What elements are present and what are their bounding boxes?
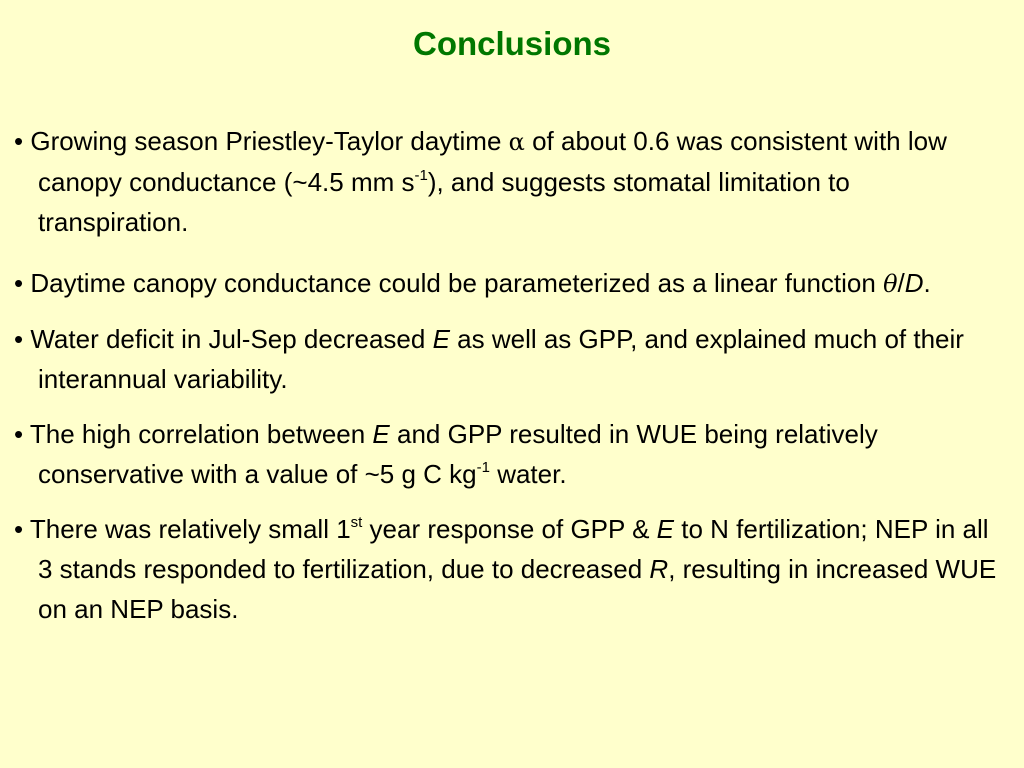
bullet-marker: • <box>14 324 24 354</box>
variable-d: D <box>904 268 924 298</box>
text: Growing season Priestley-Taylor daytime <box>30 126 509 156</box>
theta-symbol: θ <box>883 270 898 298</box>
alpha-symbol: α <box>508 128 525 156</box>
bullet-marker: • <box>14 268 24 298</box>
text: The high correlation between <box>29 419 373 449</box>
bullet-marker: • <box>14 126 24 156</box>
bullet-canopy-conductance: • Daytime canopy conductance could be pa… <box>14 263 1004 304</box>
text: . <box>923 268 931 298</box>
conclusions-list: • Growing season Priestley-Taylor daytim… <box>14 121 1004 629</box>
text: as well as GPP, and explained much of th… <box>38 324 964 394</box>
text: of about 0.6 was consistent with low can… <box>38 126 947 197</box>
bullet-priestley-taylor: • Growing season Priestley-Taylor daytim… <box>14 121 1004 242</box>
text: Water deficit in Jul-Sep decreased <box>30 324 433 354</box>
bullet-marker: • <box>14 514 24 544</box>
superscript: -1 <box>414 167 428 184</box>
slide-title: Conclusions <box>412 25 612 62</box>
text: and GPP resulted in WUE being relatively… <box>38 419 878 489</box>
text: There was relatively small 1 <box>29 514 351 544</box>
bullet-fertilization-response: • There was relatively small 1st year re… <box>14 509 1004 629</box>
bullet-wue-correlation: • The high correlation between E and GPP… <box>14 414 1004 494</box>
superscript: st <box>350 514 363 531</box>
text: , resulting in increased WUE on an NEP b… <box>38 554 997 624</box>
bullet-water-deficit: • Water deficit in Jul-Sep decreased E a… <box>14 319 1004 399</box>
superscript: -1 <box>476 459 490 476</box>
variable-r: R <box>649 554 669 584</box>
text: water. <box>489 459 567 489</box>
variable-e: E <box>656 514 675 544</box>
slash: / <box>897 268 905 298</box>
text: Daytime canopy conductance could be para… <box>30 268 884 298</box>
text: ), and suggests stomatal limitation to t… <box>38 167 850 237</box>
text: to N fertilization; NEP in all 3 stands … <box>38 514 989 584</box>
text: year response of GPP & <box>362 514 657 544</box>
variable-e: E <box>432 324 450 354</box>
bullet-marker: • <box>14 419 24 449</box>
variable-e: E <box>372 419 390 449</box>
